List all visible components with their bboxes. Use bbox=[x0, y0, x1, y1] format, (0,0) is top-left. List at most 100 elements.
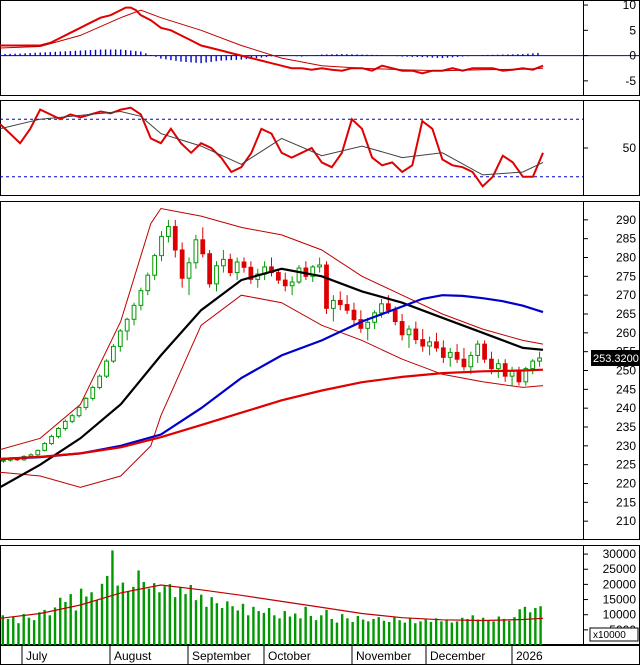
price-tick-label: 290 bbox=[616, 213, 636, 227]
volume-tick-label: 20000 bbox=[603, 577, 637, 591]
volume-bar bbox=[518, 609, 521, 645]
last-price-label: 253.3200 bbox=[593, 353, 639, 365]
price-tick-label: 280 bbox=[616, 251, 636, 265]
volume-bar bbox=[132, 586, 135, 645]
price-tick-label: 225 bbox=[616, 458, 636, 472]
candle-body bbox=[56, 428, 61, 437]
volume-bar bbox=[69, 594, 72, 645]
macd-tick-label: 0 bbox=[629, 49, 636, 63]
price-ma-medium-line bbox=[0, 294, 544, 461]
price-tick-label: 285 bbox=[616, 232, 636, 246]
candle-body bbox=[104, 360, 109, 377]
volume-bar bbox=[173, 597, 177, 645]
candle-body bbox=[427, 341, 432, 347]
volume-bar bbox=[314, 620, 318, 645]
candle-body bbox=[172, 226, 178, 251]
volume-bar bbox=[100, 583, 104, 645]
volume-bar bbox=[340, 614, 344, 645]
price-tick-label: 215 bbox=[616, 495, 636, 509]
volume-bar bbox=[111, 550, 114, 645]
candle-body bbox=[35, 449, 41, 456]
volume-bar bbox=[32, 620, 36, 645]
price-tick-label: 270 bbox=[616, 288, 636, 302]
volume-bar bbox=[419, 621, 422, 645]
volume-bar bbox=[59, 597, 62, 645]
candle-body bbox=[76, 406, 82, 417]
volume-bar bbox=[241, 603, 245, 645]
volume-tick-label: 10000 bbox=[603, 608, 637, 622]
x-axis-label: September bbox=[192, 649, 251, 663]
volume-bar bbox=[283, 611, 286, 645]
volume-bar bbox=[231, 606, 234, 645]
candle-body bbox=[530, 360, 536, 370]
candle-body bbox=[124, 318, 130, 332]
volume-bar bbox=[424, 619, 427, 645]
price-panel: 2902852802752702652602552502452402352302… bbox=[0, 201, 640, 540]
volume-bar bbox=[1, 615, 5, 645]
volume-bar bbox=[153, 583, 156, 645]
candle-body bbox=[454, 351, 460, 360]
volume-tick-label: 25000 bbox=[603, 562, 637, 576]
x-axis-label: December bbox=[430, 649, 485, 663]
volume-bar bbox=[528, 612, 532, 645]
volume-bar bbox=[476, 619, 480, 645]
volume-bar bbox=[356, 615, 360, 645]
volume-bar bbox=[471, 615, 474, 645]
candle-body bbox=[193, 239, 199, 264]
candle-body bbox=[241, 261, 247, 268]
volume-bar bbox=[158, 592, 161, 645]
volume-bar bbox=[147, 588, 151, 645]
price-ma-long-line bbox=[0, 368, 544, 461]
candle-body bbox=[152, 255, 158, 276]
volume-bar bbox=[236, 610, 239, 645]
volume-bar bbox=[351, 621, 354, 645]
candle-body bbox=[351, 309, 357, 321]
volume-bar bbox=[252, 606, 255, 645]
volume-bar bbox=[461, 617, 464, 645]
candle-body bbox=[214, 265, 219, 285]
x-axis-label: November bbox=[356, 649, 411, 663]
candle-body bbox=[83, 397, 89, 408]
candle-body bbox=[434, 341, 439, 349]
volume-bar bbox=[523, 606, 527, 645]
rsi-signal-line bbox=[0, 110, 544, 176]
volume-bar bbox=[367, 621, 370, 645]
candle-body bbox=[117, 330, 123, 347]
candle-body bbox=[385, 303, 391, 311]
candle-body bbox=[317, 264, 322, 268]
volume-bar bbox=[403, 622, 407, 645]
candle-body bbox=[475, 343, 481, 356]
candle-body bbox=[145, 274, 151, 292]
candle-body bbox=[1, 459, 6, 462]
candle-body bbox=[97, 375, 103, 388]
volume-bar bbox=[382, 620, 386, 645]
volume-bar bbox=[278, 618, 281, 645]
volume-bar bbox=[414, 623, 417, 645]
candle-body bbox=[138, 290, 144, 306]
volume-unit-box bbox=[589, 627, 639, 642]
candle-body bbox=[90, 386, 96, 399]
volume-bar bbox=[455, 621, 459, 645]
candle-body bbox=[62, 420, 68, 430]
price-tick-label: 260 bbox=[616, 326, 636, 340]
candle-body bbox=[69, 415, 75, 422]
last-price-box bbox=[591, 349, 639, 366]
candle-body bbox=[42, 443, 48, 451]
volume-bar bbox=[90, 592, 93, 645]
volume-bar bbox=[85, 596, 88, 645]
candle-body bbox=[447, 351, 453, 358]
volume-bar bbox=[502, 618, 506, 645]
volume-unit-label: x10000 bbox=[593, 630, 626, 641]
volume-bar bbox=[466, 618, 469, 645]
x-axis: July August September October November Decemb… bbox=[0, 645, 640, 665]
candle-body bbox=[516, 370, 522, 383]
candle-body bbox=[461, 358, 467, 368]
volume-bar bbox=[116, 585, 119, 645]
candle-body bbox=[344, 304, 350, 311]
volume-bar bbox=[79, 588, 83, 645]
candle-body bbox=[523, 368, 529, 383]
volume-bar bbox=[6, 618, 10, 645]
candle-body bbox=[330, 299, 336, 309]
volume-bar bbox=[346, 618, 349, 645]
volume-bar bbox=[372, 618, 375, 645]
